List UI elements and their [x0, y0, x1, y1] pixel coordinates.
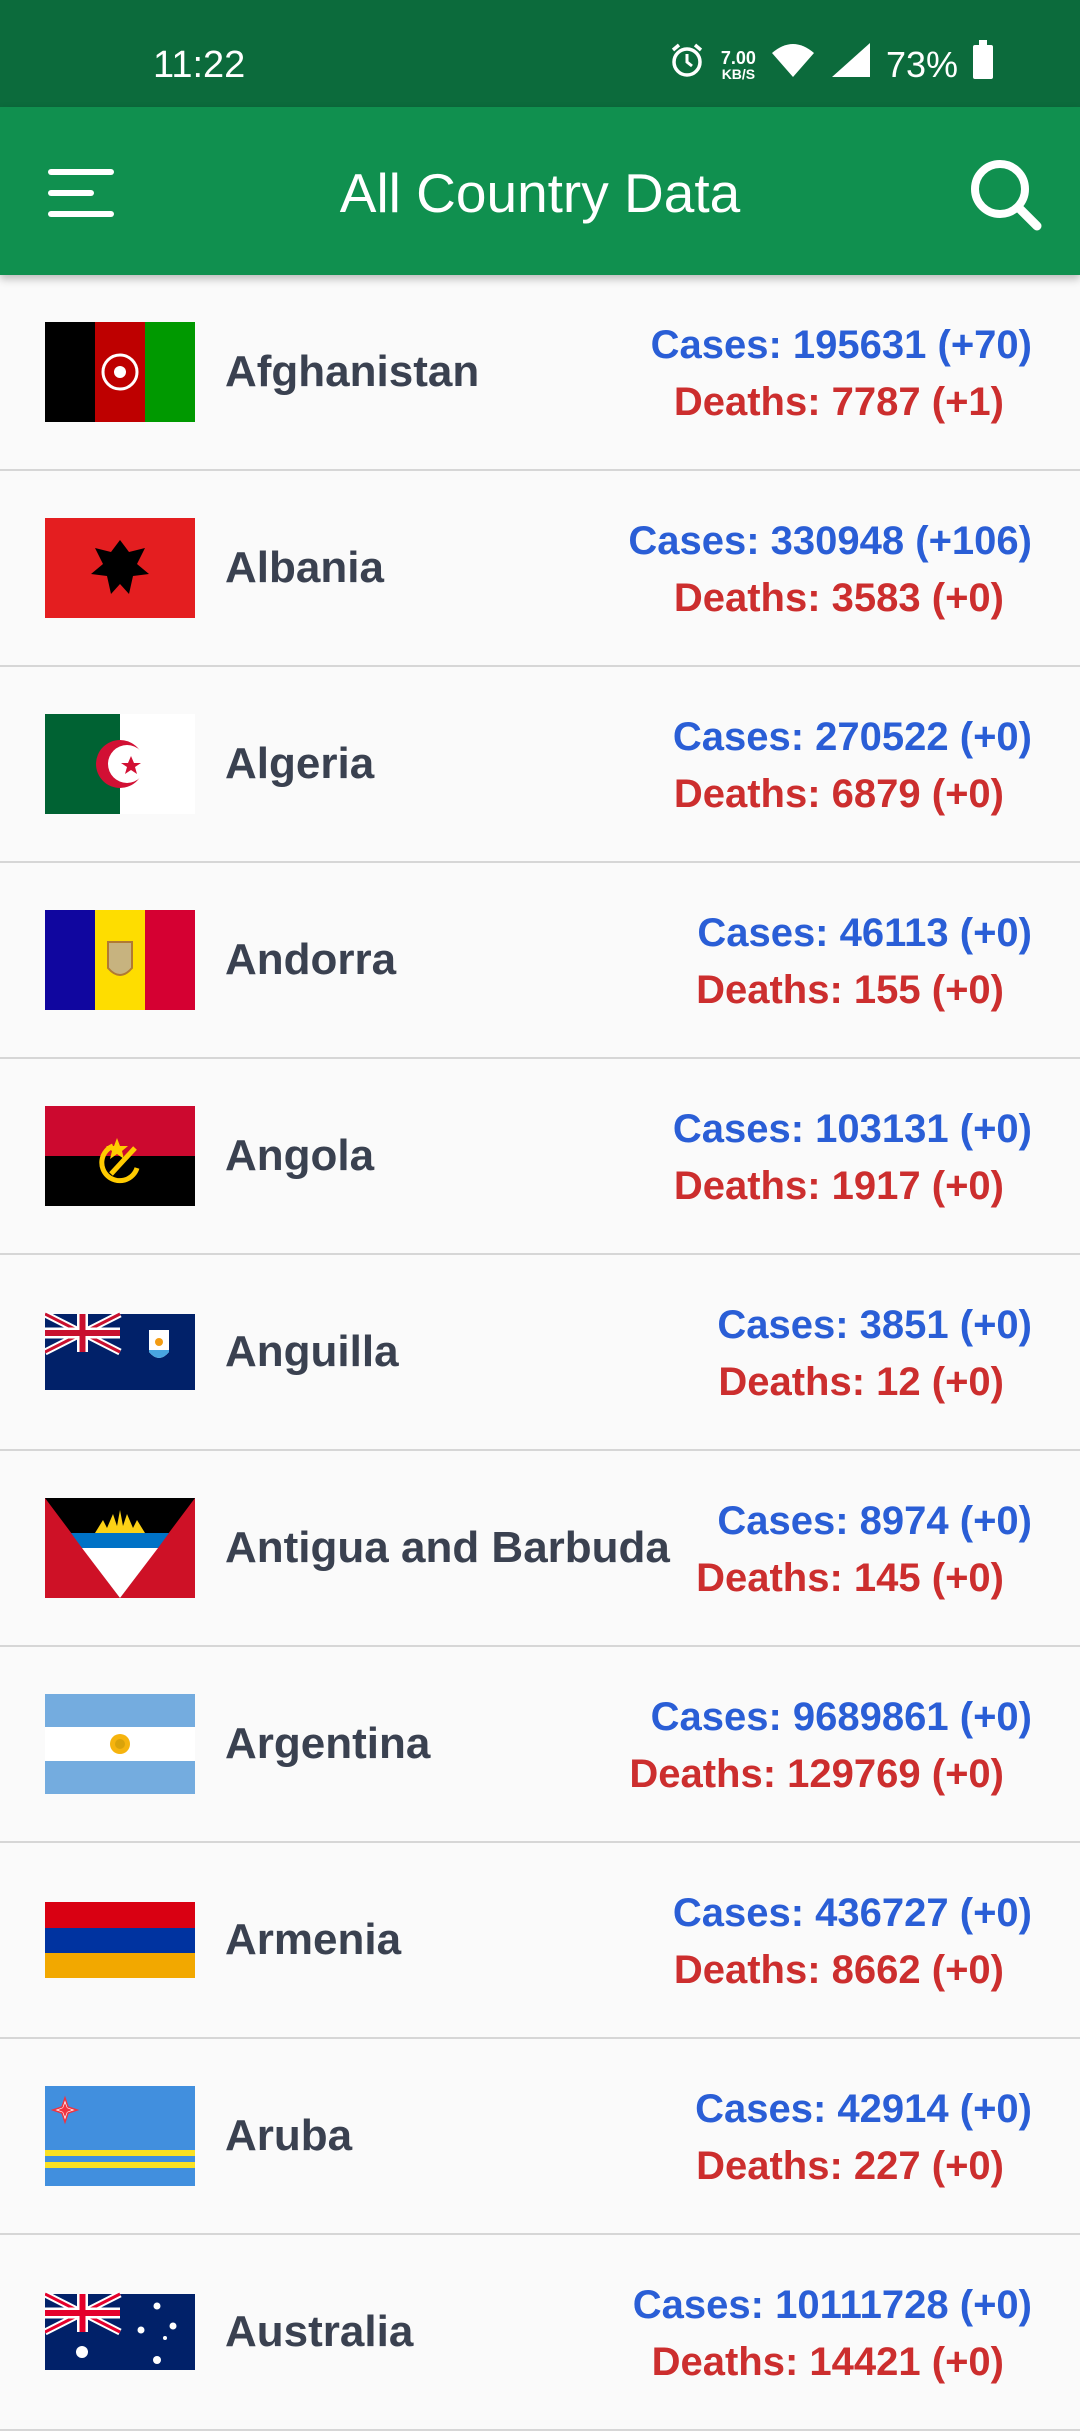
aruba-flag-icon — [45, 2086, 195, 2186]
cases-count: Cases: 436727 (+0) — [672, 1891, 1032, 1935]
alarm-icon — [667, 40, 707, 89]
country-stats: Cases: 436727 (+0) Deaths: 8662 (+0) — [673, 1885, 1032, 1999]
afghanistan-flag-icon — [45, 322, 195, 422]
deaths-count: Deaths: 155 (+0) — [696, 968, 1004, 1012]
country-row[interactable]: Anguilla Cases: 3851 (+0) Deaths: 12 (+0… — [0, 1255, 1080, 1451]
country-list[interactable]: Afghanistan Cases: 195631 (+70) Deaths: … — [0, 275, 1080, 2431]
battery-icon — [972, 40, 994, 89]
country-name: Anguilla — [225, 1327, 399, 1376]
country-row[interactable]: Angola Cases: 103131 (+0) Deaths: 1917 (… — [0, 1059, 1080, 1255]
country-row[interactable]: Armenia Cases: 436727 (+0) Deaths: 8662 … — [0, 1843, 1080, 2039]
country-stats: Cases: 330948 (+106) Deaths: 3583 (+0) — [628, 513, 1032, 627]
deaths-count: Deaths: 145 (+0) — [696, 1556, 1004, 1600]
albania-flag-icon — [45, 518, 195, 618]
country-stats: Cases: 9689861 (+0) Deaths: 129769 (+0) — [629, 1689, 1032, 1803]
deaths-count: Deaths: 6879 (+0) — [673, 772, 1004, 816]
page-title: All Country Data — [339, 162, 741, 224]
deaths-count: Deaths: 14421 (+0) — [651, 2340, 1004, 2384]
country-name: Argentina — [225, 1719, 431, 1768]
deaths-count: Deaths: 1917 (+0) — [673, 1164, 1004, 1208]
andorra-flag-icon — [45, 910, 195, 1010]
argentina-flag-icon — [45, 1694, 195, 1794]
country-row[interactable]: Aruba Cases: 42914 (+0) Deaths: 227 (+0) — [0, 2039, 1080, 2235]
country-stats: Cases: 42914 (+0) Deaths: 227 (+0) — [695, 2081, 1032, 2195]
deaths-count: Deaths: 227 (+0) — [696, 2144, 1004, 2188]
status-time: 11:22 — [153, 44, 246, 86]
battery-level: 73% — [885, 43, 958, 85]
deaths-count: Deaths: 7787 (+1) — [673, 380, 1004, 424]
country-stats: Cases: 46113 (+0) Deaths: 155 (+0) — [696, 905, 1032, 1019]
antigua-and-barbuda-flag-icon — [45, 1498, 195, 1598]
country-stats: Cases: 8974 (+0) Deaths: 145 (+0) — [696, 1493, 1032, 1607]
cases-count: Cases: 10111728 (+0) — [632, 2283, 1032, 2327]
country-stats: Cases: 195631 (+70) Deaths: 7787 (+1) — [651, 317, 1032, 431]
cases-count: Cases: 8974 (+0) — [717, 1499, 1032, 1543]
cases-count: Cases: 46113 (+0) — [697, 911, 1032, 955]
country-name: Australia — [225, 2307, 414, 2356]
cases-count: Cases: 9689861 (+0) — [650, 1695, 1032, 1739]
status-icons: 7.00 KB/S 73% — [667, 40, 994, 89]
country-row[interactable]: Andorra Cases: 46113 (+0) Deaths: 155 (+… — [0, 863, 1080, 1059]
cases-count: Cases: 3851 (+0) — [717, 1303, 1032, 1347]
menu-button[interactable] — [46, 165, 118, 221]
country-name: Antigua and Barbuda — [225, 1523, 670, 1572]
cases-count: Cases: 330948 (+106) — [628, 519, 1032, 563]
deaths-count: Deaths: 12 (+0) — [718, 1360, 1004, 1404]
network-speed-value: 7.00 — [720, 47, 756, 68]
cases-count: Cases: 195631 (+70) — [650, 323, 1032, 367]
cases-count: Cases: 42914 (+0) — [695, 2087, 1032, 2131]
country-name: Algeria — [225, 739, 375, 788]
country-stats: Cases: 270522 (+0) Deaths: 6879 (+0) — [673, 709, 1032, 823]
search-icon — [971, 160, 1042, 231]
country-stats: Cases: 10111728 (+0) Deaths: 14421 (+0) — [633, 2277, 1032, 2391]
country-row[interactable]: Australia Cases: 10111728 (+0) Deaths: 1… — [0, 2235, 1080, 2431]
country-row[interactable]: Albania Cases: 330948 (+106) Deaths: 358… — [0, 471, 1080, 667]
country-name: Aruba — [225, 2111, 353, 2160]
angola-flag-icon — [45, 1106, 195, 1206]
country-row[interactable]: Antigua and Barbuda Cases: 8974 (+0) Dea… — [0, 1451, 1080, 1647]
status-bar: 11:22 7.00 KB/S 73% — [0, 0, 1080, 107]
country-name: Andorra — [225, 935, 397, 984]
country-row[interactable]: Algeria Cases: 270522 (+0) Deaths: 6879 … — [0, 667, 1080, 863]
armenia-flag-icon — [45, 1890, 195, 1990]
australia-flag-icon — [45, 2282, 195, 2382]
cases-count: Cases: 103131 (+0) — [672, 1107, 1032, 1151]
country-stats: Cases: 3851 (+0) Deaths: 12 (+0) — [717, 1297, 1032, 1411]
deaths-count: Deaths: 8662 (+0) — [673, 1948, 1004, 1992]
country-stats: Cases: 103131 (+0) Deaths: 1917 (+0) — [673, 1101, 1032, 1215]
algeria-flag-icon — [45, 714, 195, 814]
signal-icon — [830, 41, 872, 88]
hamburger-menu-icon — [48, 169, 114, 217]
deaths-count: Deaths: 3583 (+0) — [673, 576, 1004, 620]
anguilla-flag-icon — [45, 1302, 195, 1402]
country-row[interactable]: Afghanistan Cases: 195631 (+70) Deaths: … — [0, 275, 1080, 471]
app-bar: All Country Data — [0, 107, 1080, 275]
search-button[interactable] — [966, 155, 1044, 233]
country-name: Angola — [225, 1131, 375, 1180]
network-speed: 7.00 KB/S — [721, 49, 756, 81]
cases-count: Cases: 270522 (+0) — [672, 715, 1032, 759]
country-name: Afghanistan — [225, 347, 480, 396]
network-speed-unit: KB/S — [721, 65, 756, 82]
country-name: Albania — [225, 543, 384, 592]
deaths-count: Deaths: 129769 (+0) — [629, 1752, 1004, 1796]
country-name: Armenia — [225, 1915, 402, 1964]
country-row[interactable]: Argentina Cases: 9689861 (+0) Deaths: 12… — [0, 1647, 1080, 1843]
wifi-icon — [770, 41, 816, 88]
